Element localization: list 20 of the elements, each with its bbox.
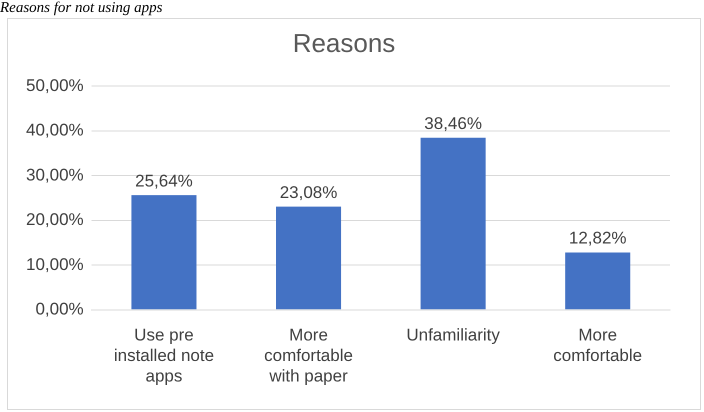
data-label: 38,46% [424, 114, 482, 133]
bar [420, 138, 486, 310]
y-tick-label: 0,00% [35, 299, 84, 318]
data-label: 23,08% [280, 182, 338, 202]
y-tick-label: 10,00% [26, 254, 84, 274]
x-tick-label: More comfortable [553, 326, 642, 366]
chart-title: Reasons [292, 28, 396, 58]
bar [131, 195, 196, 310]
text: Reasons for not using apps [0, 0, 163, 16]
x-tick-label: Use pre installed note apps [114, 326, 214, 386]
x-tick-label: Unfamiliarity [406, 326, 500, 345]
y-tick-label: 30,00% [26, 165, 84, 184]
y-tick-label: 50,00% [26, 76, 84, 95]
x-tick-label: More comfortable with paper [264, 326, 353, 386]
bar [565, 252, 630, 310]
y-tick-label: 40,00% [26, 120, 84, 140]
y-tick-label: 20,00% [26, 210, 84, 230]
bar [276, 206, 342, 310]
data-label: 12,82% [568, 228, 627, 248]
data-label: 25,64% [135, 171, 193, 190]
